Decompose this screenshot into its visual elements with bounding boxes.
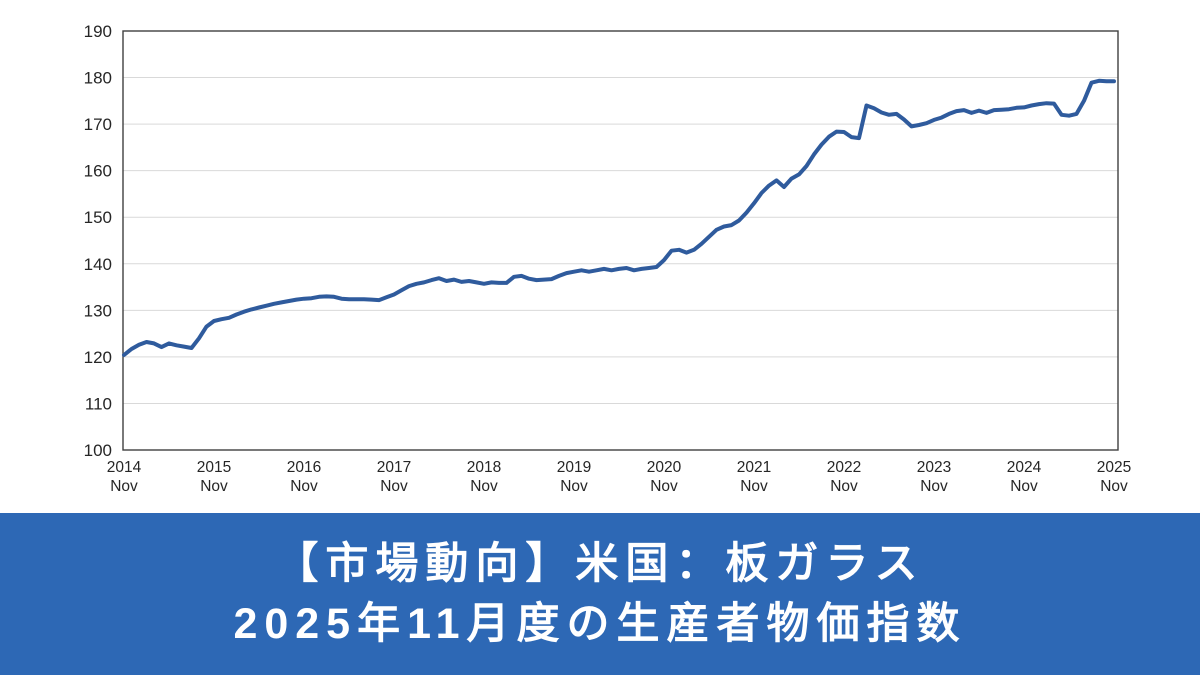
x-tick-month: Nov xyxy=(920,478,948,495)
x-tick-year: 2025 xyxy=(1097,459,1131,476)
plot-border xyxy=(122,30,1119,451)
ppi-data-line xyxy=(122,78,1116,357)
y-tick-label: 160 xyxy=(84,162,112,181)
y-tick-label: 100 xyxy=(84,441,112,460)
x-tick-year: 2021 xyxy=(737,459,771,476)
x-tick-year: 2015 xyxy=(197,459,231,476)
x-tick-year: 2016 xyxy=(287,459,321,476)
y-axis-labels: 100 110 120 130 140 150 160 170 180 190 xyxy=(84,22,112,460)
x-tick-month: Nov xyxy=(380,478,408,495)
x-tick-year: 2024 xyxy=(1007,459,1042,476)
x-tick-year: 2023 xyxy=(917,459,951,476)
x-tick-month: Nov xyxy=(560,478,588,495)
x-tick-year: 2020 xyxy=(647,459,682,476)
gridlines xyxy=(123,77,1118,404)
x-tick-month: Nov xyxy=(1100,478,1128,495)
y-tick-label: 120 xyxy=(84,348,112,367)
y-tick-label: 130 xyxy=(84,301,112,320)
ppi-line-chart: 100 110 120 130 140 150 160 170 180 190 2014 Nov 201… xyxy=(83,22,1132,495)
x-tick-month: Nov xyxy=(200,478,228,495)
banner-title-line2: 2025年11月度の生産者物価指数 xyxy=(233,600,967,648)
x-tick-year: 2018 xyxy=(467,459,501,476)
x-tick-month: Nov xyxy=(830,478,858,495)
x-tick-month: Nov xyxy=(290,478,318,495)
y-tick-label: 110 xyxy=(85,394,112,413)
x-tick-year: 2019 xyxy=(557,459,591,476)
y-tick-label: 190 xyxy=(84,22,112,41)
x-tick-month: Nov xyxy=(110,478,138,495)
x-tick-month: Nov xyxy=(650,478,678,495)
x-axis-labels: 2014 Nov 2015 Nov 2016 Nov 2017 Nov 2018 Nov 2019 N… xyxy=(107,459,1131,495)
x-tick-year: 2022 xyxy=(827,459,861,476)
title-banner: 【市場動向】米国：板ガラス 2025年11月度の生産者物価指数 xyxy=(0,513,1200,675)
x-tick-year: 2014 xyxy=(107,459,142,476)
y-tick-label: 150 xyxy=(84,208,112,227)
y-tick-label: 180 xyxy=(84,69,112,88)
x-tick-month: Nov xyxy=(470,478,498,495)
x-tick-month: Nov xyxy=(1010,478,1038,495)
x-tick-year: 2017 xyxy=(377,459,411,476)
banner-title-line1: 【市場動向】米国：板ガラス xyxy=(275,540,925,588)
y-tick-label: 140 xyxy=(84,255,112,274)
x-tick-month: Nov xyxy=(740,478,768,495)
chart-canvas: 1001101201301401501601701801902014Nov201… xyxy=(84,22,1132,495)
y-tick-label: 170 xyxy=(84,115,112,134)
